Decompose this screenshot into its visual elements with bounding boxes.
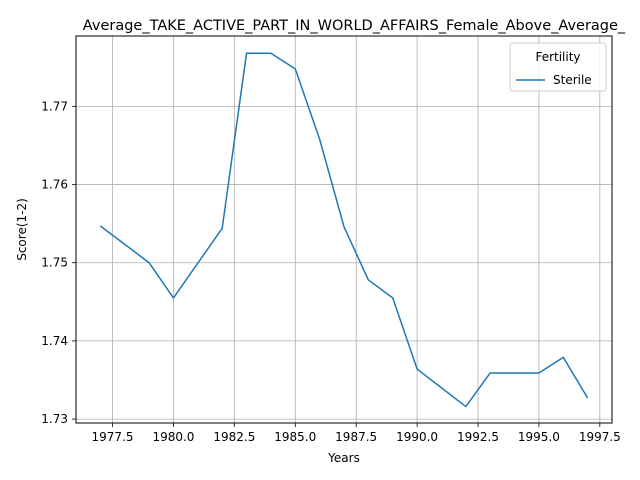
chart-title: Average_TAKE_ACTIVE_PART_IN_WORLD_AFFAIR…	[83, 18, 626, 34]
grid	[76, 36, 612, 423]
x-tick-label: 1992.5	[457, 430, 499, 444]
y-axis-ticks: 1.73 1.74 1.75 1.76 1.77	[41, 99, 76, 426]
x-tick-label: 1985.0	[274, 430, 316, 444]
x-tick-label: 1990.0	[396, 430, 438, 444]
x-tick-label: 1982.5	[213, 430, 255, 444]
x-tick-label: 1987.5	[335, 430, 377, 444]
x-tick-label: 1997.5	[579, 430, 621, 444]
legend: Fertility Sterile	[509, 42, 607, 92]
series-lines	[99, 52, 589, 408]
x-tick-label: 1977.5	[92, 430, 134, 444]
y-tick-label: 1.74	[41, 334, 68, 348]
y-tick-label: 1.77	[41, 99, 68, 113]
legend-box	[509, 42, 607, 92]
y-tick-label: 1.75	[41, 256, 68, 270]
legend-label-sterile: Sterile	[553, 73, 592, 87]
x-axis-ticks: 1977.5 1980.0 1982.5 1985.0 1987.5 1990.0 1992…	[92, 423, 621, 444]
legend-title: Fertility	[535, 50, 580, 64]
x-axis-label: Years	[327, 451, 360, 465]
plot-frame	[75, 35, 613, 424]
y-tick-label: 1.73	[41, 412, 68, 426]
y-tick-label: 1.76	[41, 178, 68, 192]
x-tick-label: 1980.0	[152, 430, 194, 444]
x-tick-label: 1995.0	[518, 430, 560, 444]
y-axis-label: Score(1-2)	[15, 198, 29, 261]
